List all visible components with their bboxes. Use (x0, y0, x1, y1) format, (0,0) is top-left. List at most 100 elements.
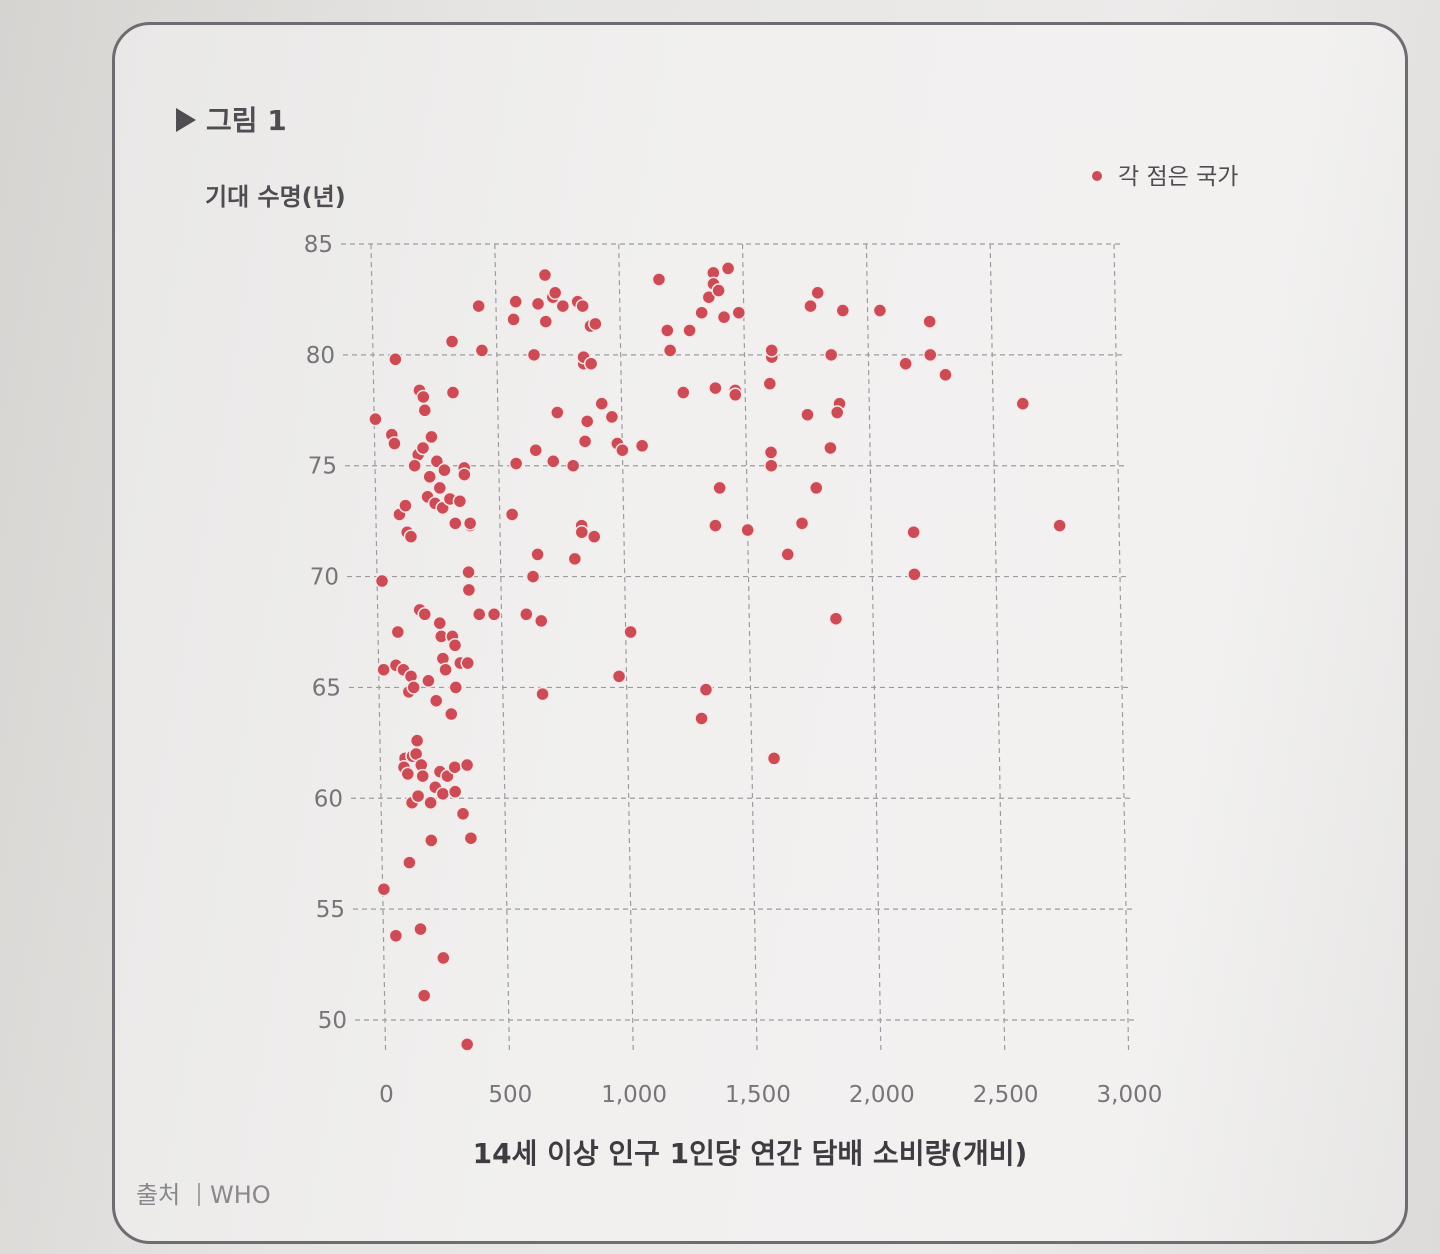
y-axis-ticks: 50 55 60 65 70 75 80 85 (304, 232, 347, 1034)
data-point (906, 524, 921, 540)
grid-line-vertical (865, 243, 882, 1051)
source-label: 출처 (136, 1181, 180, 1209)
data-point (417, 403, 433, 418)
data-point (660, 323, 675, 338)
data-point (766, 751, 782, 766)
data-point (398, 498, 413, 513)
data-point (829, 405, 845, 420)
data-point (535, 686, 550, 702)
y-tick-label: 50 (318, 1008, 347, 1034)
data-point (403, 529, 419, 544)
data-point (525, 569, 541, 584)
data-point (537, 267, 553, 283)
data-point (415, 768, 430, 784)
data-point (694, 711, 709, 726)
data-point (800, 407, 815, 422)
data-point (448, 516, 463, 531)
data-point (530, 296, 546, 312)
data-point (615, 442, 630, 458)
data-point (452, 493, 468, 509)
data-point (764, 458, 779, 473)
x-axis-ticks: 0 500 1,000 1,500 2,000 2,500 3,000 (379, 1082, 1162, 1108)
figure-title: 그림 1 (206, 104, 287, 137)
data-point (416, 389, 431, 405)
data-point (424, 833, 439, 848)
data-point (390, 624, 406, 640)
data-point (711, 283, 726, 298)
grid-line-vertical (618, 243, 634, 1051)
data-point (907, 567, 922, 582)
y-tick-label: 70 (310, 565, 339, 591)
data-point (407, 458, 422, 473)
data-point (506, 312, 521, 327)
data-point (547, 285, 563, 301)
data-point (486, 607, 502, 622)
data-point (698, 682, 714, 697)
y-tick-label: 85 (304, 232, 333, 258)
data-point (634, 438, 650, 454)
data-point (676, 385, 691, 400)
data-point (409, 733, 425, 748)
data-point (526, 347, 542, 363)
y-tick-label: 60 (314, 786, 343, 812)
data-point (368, 411, 383, 427)
data-point (872, 303, 888, 318)
data-point (508, 456, 524, 471)
data-point (462, 516, 478, 531)
data-point (662, 343, 678, 358)
data-point (471, 298, 486, 314)
data-point (428, 693, 444, 708)
data-point (534, 613, 549, 629)
data-point (415, 440, 431, 456)
data-point (447, 784, 463, 799)
grid-line-vertical (494, 243, 510, 1051)
data-point (708, 380, 723, 396)
grid-line-vertical (989, 243, 1006, 1051)
data-point (828, 611, 844, 626)
x-tick-label: 2,000 (849, 1082, 915, 1108)
data-point (731, 305, 747, 320)
data-point (728, 387, 743, 403)
data-point (471, 607, 487, 622)
data-point (579, 414, 595, 429)
data-point (809, 480, 824, 496)
data-point (376, 662, 391, 677)
data-point (764, 343, 779, 358)
data-point (583, 356, 599, 371)
data-point (410, 788, 426, 804)
data-point (586, 529, 602, 544)
data-point (444, 334, 460, 349)
data-point (546, 454, 561, 469)
data-point (400, 766, 416, 782)
data-point (938, 367, 953, 383)
data-point (424, 429, 439, 445)
x-axis-title: 14세 이상 인구 1인당 연간 담배 소비량(개비) (473, 1137, 1028, 1170)
data-point (388, 928, 404, 943)
data-point (416, 988, 432, 1003)
data-point (437, 462, 452, 478)
data-point (923, 347, 938, 363)
grid-line-vertical (1113, 243, 1130, 1051)
data-point (376, 881, 392, 897)
data-point (823, 440, 838, 456)
y-axis-title: 기대 수명(년) (205, 183, 346, 211)
legend-label: 각 점은 국가 (1118, 164, 1238, 190)
x-tick-label: 3,000 (1097, 1082, 1163, 1108)
x-tick-label: 0 (379, 1082, 394, 1108)
data-point (803, 298, 818, 314)
data-point (504, 507, 520, 522)
data-point (530, 547, 545, 562)
data-point (508, 294, 523, 309)
data-point (432, 615, 448, 631)
data-point (712, 480, 727, 496)
data-point (374, 573, 390, 589)
y-tick-label: 65 (312, 675, 341, 701)
data-point (461, 564, 476, 580)
data-point (459, 757, 475, 773)
data-point (417, 607, 433, 622)
data-point (922, 314, 937, 329)
data-point (594, 396, 610, 411)
data-point (720, 261, 736, 276)
data-point (435, 786, 451, 802)
